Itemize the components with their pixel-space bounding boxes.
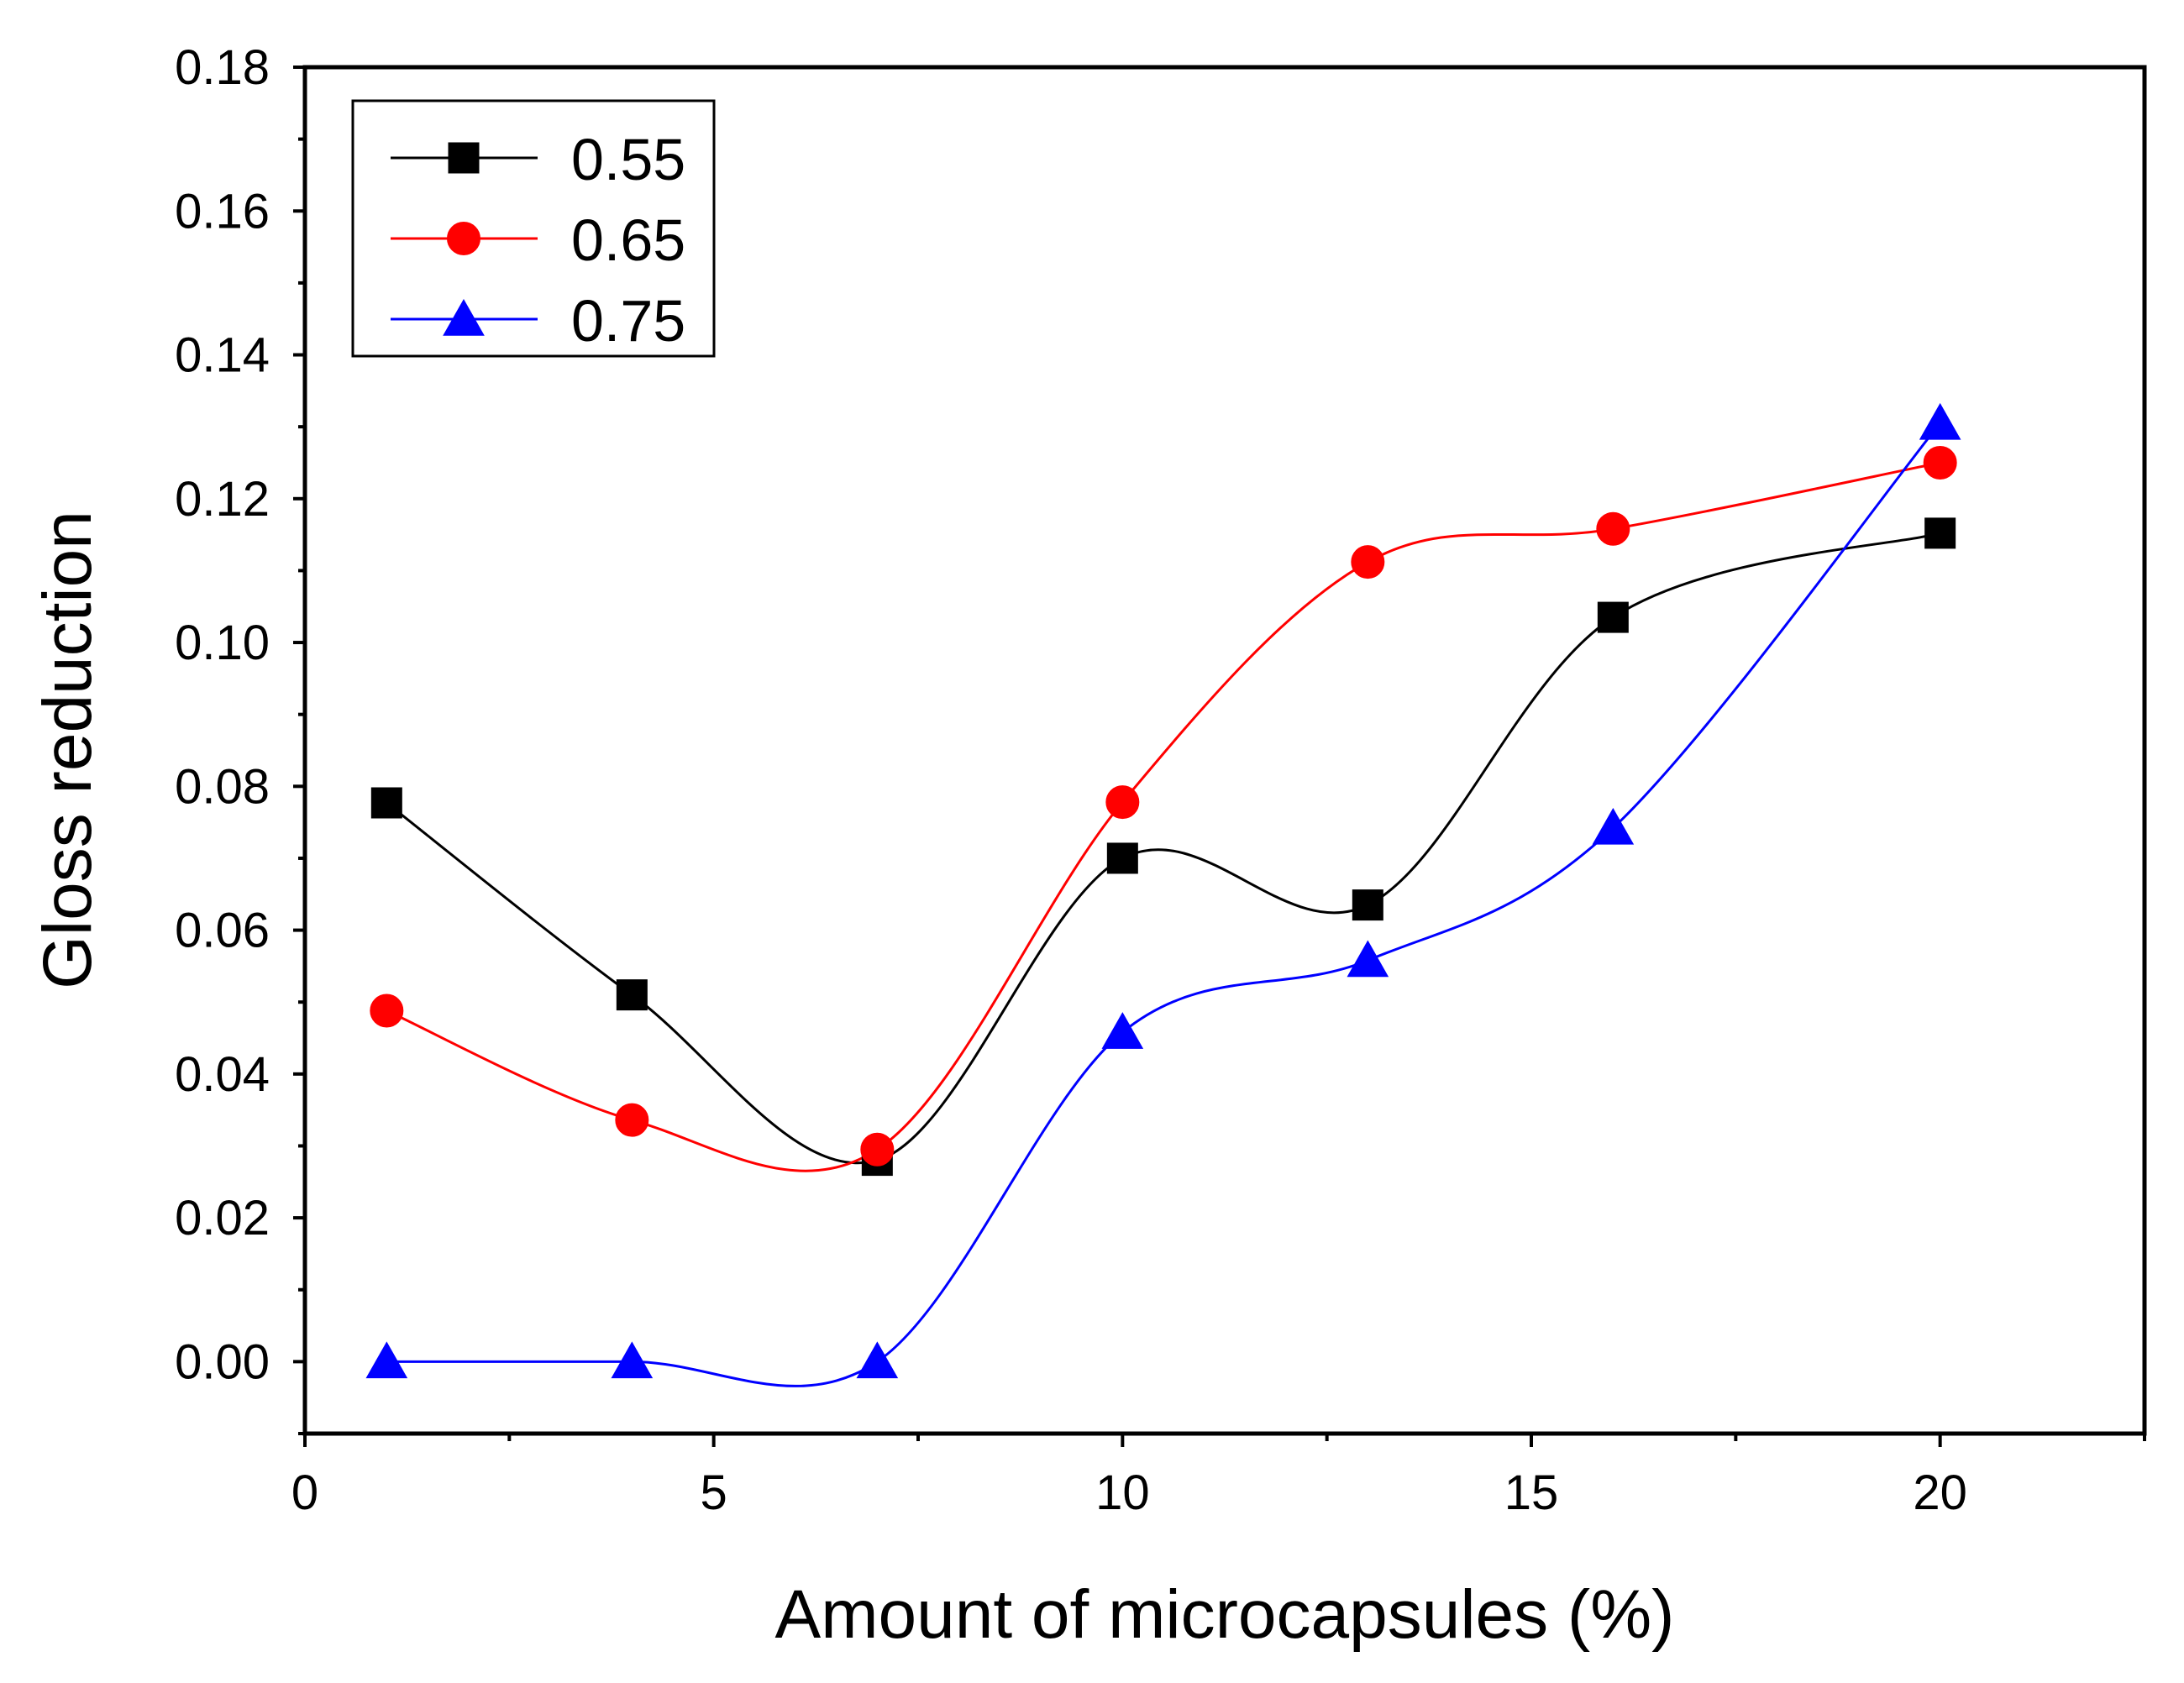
data-point-0.55 — [1597, 601, 1629, 633]
data-point-0.65 — [1105, 785, 1140, 820]
y-tick-label: 0.12 — [175, 472, 270, 527]
y-tick-label: 0.02 — [175, 1191, 270, 1245]
legend-label-0.75: 0.75 — [571, 288, 685, 354]
y-tick-label: 0.16 — [175, 184, 270, 239]
data-point-0.75 — [1347, 940, 1389, 978]
x-axis-title: Amount of microcapsules (%) — [775, 1576, 1675, 1653]
data-point-0.65 — [1923, 445, 1957, 480]
legend-label-0.55: 0.55 — [571, 127, 685, 192]
x-tick-label: 0 — [291, 1465, 318, 1520]
legend-label-0.65: 0.65 — [571, 207, 685, 273]
data-point-0.75 — [1101, 1012, 1144, 1049]
legend-marker-0.65 — [447, 222, 480, 255]
series-lines — [386, 422, 1941, 1387]
y-tick-label: 0.10 — [175, 616, 270, 670]
data-point-0.55 — [1352, 889, 1383, 921]
y-tick-label: 0.00 — [175, 1334, 270, 1389]
data-point-0.55 — [616, 979, 648, 1011]
data-point-0.65 — [860, 1132, 895, 1167]
data-point-0.75 — [1919, 402, 1961, 440]
series-line-0.55 — [386, 532, 1941, 1165]
series-line-0.65 — [386, 461, 1940, 1172]
y-tick-label: 0.04 — [175, 1047, 270, 1102]
data-point-0.75 — [365, 1341, 408, 1379]
legend-box — [351, 99, 716, 358]
legend-marker-0.55 — [448, 142, 480, 174]
series-markers — [365, 402, 1961, 1379]
data-point-0.65 — [1351, 545, 1385, 579]
y-tick-label: 0.14 — [175, 328, 270, 383]
data-point-0.75 — [1592, 807, 1635, 845]
series-line-0.75 — [386, 422, 1941, 1387]
axis-ticks: 0.00 0.02 0.04 0.06 0.08 0.10 0.12 0.14 0.16 0.18… — [175, 40, 2146, 1520]
x-tick-label: 5 — [701, 1465, 727, 1520]
data-point-0.65 — [615, 1103, 649, 1137]
y-tick-label: 0.08 — [175, 759, 270, 814]
plot-frame — [302, 65, 2147, 1436]
data-point-0.75 — [856, 1341, 899, 1379]
y-tick-label: 0.18 — [175, 40, 270, 95]
legend-marker-0.75 — [443, 298, 485, 336]
data-point-0.65 — [370, 994, 404, 1028]
x-tick-label: 10 — [1095, 1465, 1150, 1520]
x-tick-label: 20 — [1913, 1465, 1967, 1520]
data-point-0.75 — [611, 1341, 654, 1379]
legend: 0.55 0.65 0.75 — [351, 99, 716, 358]
data-point-0.55 — [1106, 842, 1138, 874]
data-point-0.55 — [370, 787, 402, 819]
data-point-0.55 — [1924, 517, 1956, 549]
y-tick-label: 0.06 — [175, 904, 270, 958]
data-point-0.65 — [1596, 511, 1630, 546]
y-axis-title: Gloss reduction — [29, 511, 106, 989]
x-tick-label: 15 — [1504, 1465, 1559, 1520]
